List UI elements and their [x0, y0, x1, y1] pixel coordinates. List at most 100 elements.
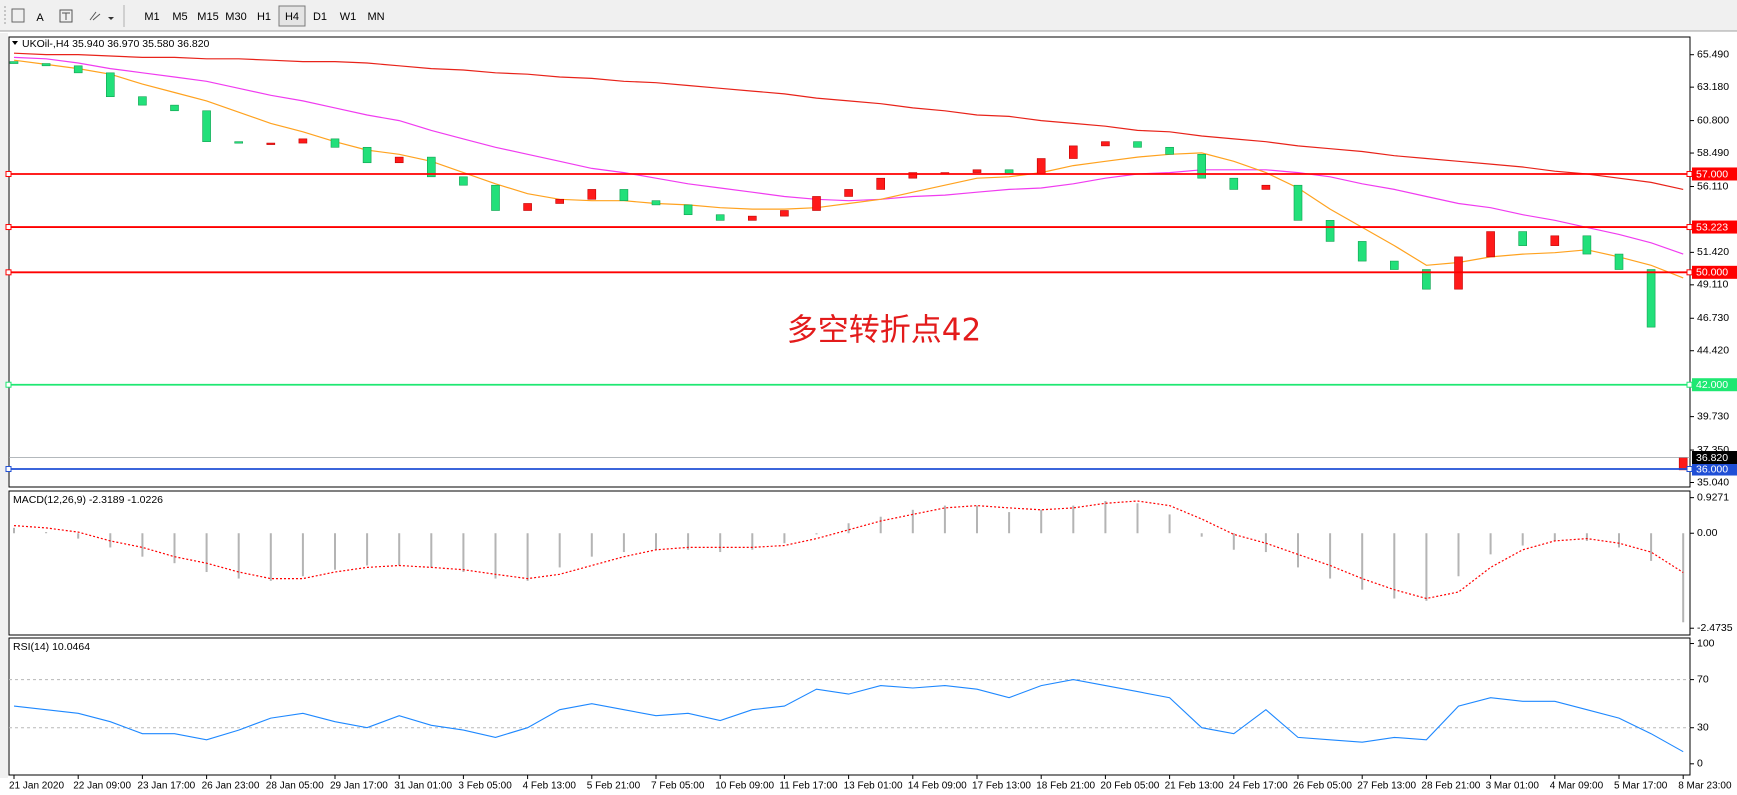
- candle-body: [844, 189, 853, 197]
- y-tick-label: 60.800: [1697, 114, 1729, 126]
- level-label: 36.000: [1696, 463, 1728, 475]
- macd-bar: [1585, 533, 1588, 541]
- macd-bar: [1457, 533, 1460, 577]
- level-handle: [5, 269, 12, 276]
- level-label: 42.000: [1696, 379, 1728, 391]
- macd-bar: [1072, 505, 1075, 534]
- candle-body: [1678, 457, 1688, 471]
- macd-bar: [237, 533, 240, 579]
- candle-body: [1133, 141, 1142, 148]
- candle-body: [1582, 235, 1592, 255]
- x-tick-label: 21 Jan 2020: [9, 781, 64, 792]
- y-tick-label: 56.110: [1697, 180, 1728, 192]
- macd-bar: [911, 509, 914, 534]
- y-tick-label: 0.00: [1697, 527, 1718, 539]
- macd-bar: [1008, 512, 1011, 534]
- y-tick-label: 65.490: [1697, 48, 1729, 60]
- candle-body: [972, 169, 982, 173]
- macd-bar: [334, 533, 336, 570]
- crosshair-icon[interactable]: [11, 8, 25, 23]
- left-strip: [0, 33, 8, 778]
- level-handle: [5, 466, 12, 473]
- y-tick-label: 51.420: [1697, 246, 1729, 258]
- macd-bar: [590, 533, 593, 557]
- macd-bar: [1329, 533, 1332, 579]
- macd-bar: [558, 533, 561, 568]
- candle-body: [1197, 154, 1206, 179]
- x-tick-label: 26 Feb 05:00: [1293, 781, 1352, 792]
- macd-bar: [45, 532, 48, 534]
- candle-body: [747, 215, 757, 221]
- candle-body: [1036, 158, 1046, 175]
- moving-average: [13, 59, 1684, 279]
- x-tick-label: 11 Feb 17:00: [779, 781, 838, 792]
- panel-frame: [8, 36, 1691, 488]
- timeframe-button-active[interactable]: [278, 5, 306, 27]
- arrow-tool[interactable]: [89, 11, 101, 21]
- candle-body: [1101, 141, 1110, 147]
- x-tick-label: 17 Feb 13:00: [972, 781, 1031, 792]
- macd-bar: [1618, 533, 1620, 548]
- timeframe-button[interactable]: W1: [340, 11, 357, 23]
- y-tick-label: 0.9271: [1697, 491, 1729, 503]
- macd-bar: [879, 516, 882, 534]
- level-handle: [5, 170, 12, 177]
- timeframe-button[interactable]: M1: [144, 11, 159, 23]
- level-label: 53.223: [1696, 221, 1728, 233]
- timeframe-button[interactable]: H4: [285, 11, 299, 23]
- x-tick-label: 27 Feb 13:00: [1357, 781, 1416, 792]
- x-tick-label: 28 Jan 05:00: [266, 781, 324, 792]
- candle-body: [138, 96, 147, 106]
- candle-body: [1357, 241, 1367, 262]
- macd-bar: [1521, 533, 1524, 546]
- candle-body: [362, 146, 372, 164]
- y-tick-label: 49.110: [1697, 279, 1728, 291]
- timeframe-button[interactable]: M15: [197, 11, 218, 23]
- moving-average: [13, 56, 1684, 255]
- level-handle: [5, 224, 12, 231]
- candle-body: [1165, 146, 1174, 155]
- macd-bar: [1264, 533, 1267, 553]
- candle-body: [523, 203, 532, 211]
- candle-body: [1614, 253, 1624, 270]
- text-tool[interactable]: A: [36, 12, 44, 24]
- x-tick-label: 7 Feb 05:00: [651, 781, 705, 792]
- macd-bar: [398, 533, 401, 566]
- candle-body: [170, 104, 179, 112]
- candle-body: [9, 61, 19, 64]
- timeframe-button[interactable]: M30: [225, 11, 246, 23]
- candle-body: [587, 189, 597, 200]
- macd-bar: [1393, 533, 1396, 599]
- panel-title: MACD(12,26,9) -2.3189 -1.0226: [13, 494, 163, 506]
- y-tick-label: 46.730: [1697, 312, 1729, 324]
- macd-bar: [269, 533, 272, 581]
- timeframe-button[interactable]: H1: [257, 11, 271, 23]
- macd-bar: [494, 533, 497, 579]
- macd-bar: [1297, 533, 1299, 568]
- macd-bar: [622, 533, 625, 553]
- y-tick-label: 58.490: [1697, 147, 1729, 159]
- timeframe-button[interactable]: D1: [313, 11, 327, 23]
- x-tick-label: 3 Mar 01:00: [1486, 781, 1540, 792]
- candle-body: [426, 156, 436, 178]
- candle-body: [555, 198, 565, 204]
- x-tick-label: 10 Feb 09:00: [715, 781, 774, 792]
- rsi-line: [13, 679, 1684, 753]
- x-tick-label: 5 Mar 17:00: [1614, 781, 1668, 792]
- label-tool[interactable]: [59, 9, 73, 23]
- macd-bar: [205, 533, 208, 573]
- macd-bar: [301, 533, 304, 577]
- x-tick-label: 8 Mar 23:00: [1678, 781, 1732, 792]
- macd-bar: [1489, 533, 1492, 555]
- dropdown-arrow[interactable]: [108, 17, 114, 20]
- y-tick-label: -2.4735: [1697, 622, 1733, 634]
- candle-body: [1229, 177, 1239, 190]
- candle-body: [459, 176, 468, 186]
- macd-bar: [366, 533, 369, 566]
- timeframe-button[interactable]: M5: [172, 11, 187, 23]
- x-tick-label: 4 Feb 13:00: [523, 781, 577, 792]
- macd-bar: [141, 533, 144, 557]
- timeframe-button[interactable]: MN: [367, 11, 384, 23]
- level-label-bg: [1692, 378, 1737, 392]
